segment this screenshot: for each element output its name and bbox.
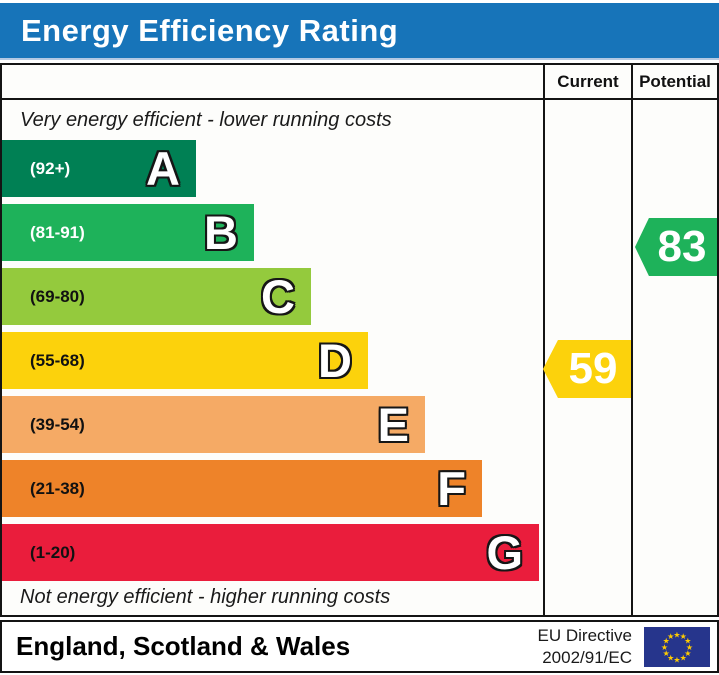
band-range-label: (1-20) bbox=[30, 542, 76, 562]
page-title: Energy Efficiency Rating bbox=[21, 13, 399, 48]
svg-text:★: ★ bbox=[686, 642, 693, 651]
svg-text:★: ★ bbox=[680, 632, 687, 641]
band-row: (69-80) C bbox=[2, 268, 539, 325]
header-spacer bbox=[2, 65, 543, 98]
band-range-label: (69-80) bbox=[30, 286, 85, 306]
svg-text:★: ★ bbox=[667, 653, 674, 662]
band-bar: (92+) A bbox=[2, 140, 196, 197]
column-header-potential: Potential bbox=[631, 65, 717, 98]
svg-text:★: ★ bbox=[663, 636, 670, 645]
band-range-label: (39-54) bbox=[30, 414, 85, 434]
eu-directive-line2: 2002/91/EC bbox=[542, 647, 632, 667]
svg-text:★: ★ bbox=[680, 653, 687, 662]
band-range-label: (55-68) bbox=[30, 350, 85, 370]
column-header-current: Current bbox=[543, 65, 631, 98]
caption-bottom: Not energy efficient - higher running co… bbox=[20, 586, 391, 608]
rating-table: Current Potential Very energy efficient … bbox=[0, 63, 719, 617]
svg-text:★: ★ bbox=[663, 649, 670, 658]
band-letter: E bbox=[377, 398, 409, 451]
svg-text:★: ★ bbox=[673, 655, 680, 664]
band-bar: (39-54) E bbox=[2, 396, 425, 453]
footer-right: EU Directive 2002/91/EC ★ ★ ★ ★ ★ ★ ★ ★ … bbox=[538, 625, 717, 668]
eu-directive-label: EU Directive 2002/91/EC bbox=[538, 625, 632, 668]
band-bar: (1-20) G bbox=[2, 524, 539, 581]
band-letter: D bbox=[318, 334, 352, 387]
band-bar: (55-68) D bbox=[2, 332, 368, 389]
band-bar: (69-80) C bbox=[2, 268, 311, 325]
chart-body: Very energy efficient - lower running co… bbox=[2, 100, 717, 615]
band-range-label: (92+) bbox=[30, 158, 71, 178]
svg-text:★: ★ bbox=[661, 642, 668, 651]
band-range-label: (21-38) bbox=[30, 478, 85, 498]
band-bar: (81-91) B bbox=[2, 204, 254, 261]
bands: (92+) A (81-91) B (69-80) C (55-68) D (3… bbox=[2, 140, 539, 588]
band-letter: F bbox=[437, 462, 466, 515]
band-row: (81-91) B bbox=[2, 204, 539, 261]
column-divider-potential bbox=[631, 100, 633, 615]
footer: England, Scotland & Wales EU Directive 2… bbox=[0, 620, 719, 673]
potential-rating-marker: 83 bbox=[635, 218, 717, 276]
band-letter: B bbox=[204, 206, 238, 259]
svg-text:★: ★ bbox=[667, 632, 674, 641]
column-divider-current bbox=[543, 100, 545, 615]
title-bar: Energy Efficiency Rating bbox=[0, 3, 719, 58]
band-letter: G bbox=[486, 526, 523, 579]
band-row: (21-38) F bbox=[2, 460, 539, 517]
caption-top: Very energy efficient - lower running co… bbox=[20, 109, 392, 131]
band-range-label: (81-91) bbox=[30, 222, 85, 242]
potential-rating-value: 83 bbox=[657, 222, 707, 271]
svg-text:★: ★ bbox=[673, 630, 680, 639]
band-bar: (21-38) F bbox=[2, 460, 482, 517]
current-rating-value: 59 bbox=[568, 344, 618, 393]
band-row: (55-68) D bbox=[2, 332, 539, 389]
region-label: England, Scotland & Wales bbox=[16, 631, 351, 661]
band-row: (39-54) E bbox=[2, 396, 539, 453]
table-header-row: Current Potential bbox=[2, 65, 717, 100]
svg-text:★: ★ bbox=[684, 649, 691, 658]
band-row: (92+) A bbox=[2, 140, 539, 197]
eu-directive-line1: EU Directive bbox=[537, 626, 632, 646]
band-row: (1-20) G bbox=[2, 524, 539, 581]
svg-text:★: ★ bbox=[684, 636, 691, 645]
band-letter: C bbox=[261, 270, 295, 323]
title-underline bbox=[0, 58, 719, 60]
eu-flag-icon: ★ ★ ★ ★ ★ ★ ★ ★ ★ ★ ★ ★ bbox=[644, 626, 710, 667]
band-letter: A bbox=[146, 142, 180, 195]
current-rating-marker: 59 bbox=[543, 340, 631, 398]
